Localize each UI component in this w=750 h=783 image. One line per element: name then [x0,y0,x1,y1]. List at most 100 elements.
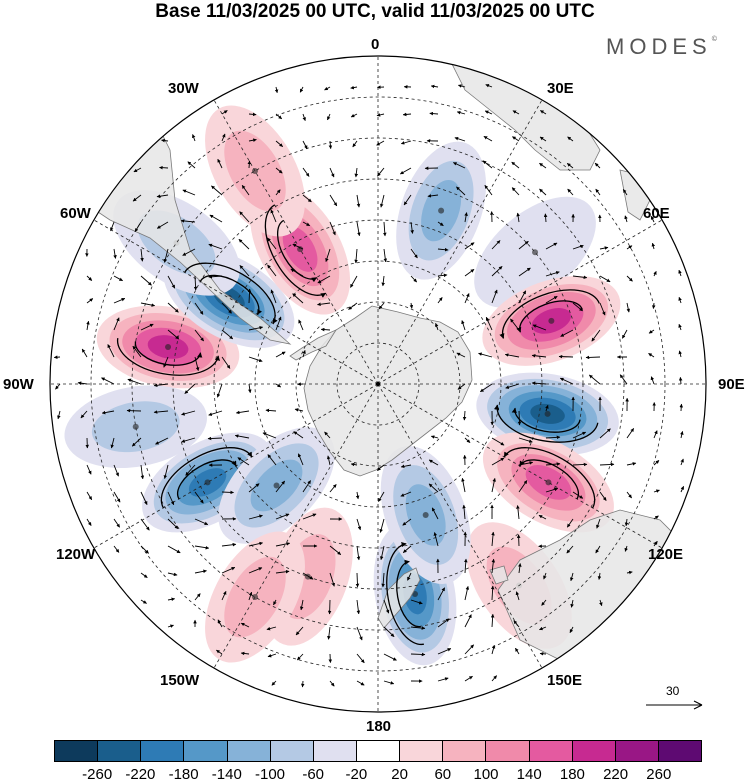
wind-vector [208,243,223,250]
wind-vector [518,437,533,443]
wind-vector [208,410,223,416]
wind-vector [275,542,291,547]
wind-vector [155,437,169,445]
wind-vector [599,428,611,439]
wind-vector [107,344,115,358]
wind-vector [193,275,198,291]
wind-vector [410,599,423,605]
wind-vector [559,377,574,385]
lon-label-0: 0 [371,36,380,53]
wind-vector [270,209,277,223]
wind-vector [326,455,331,466]
wind-vector [302,349,306,358]
wind-vector [490,613,495,628]
wind-vector [131,437,142,447]
streamline [516,300,583,333]
wind-vector [327,113,331,121]
wind-vector [430,84,439,89]
anomaly-center [545,479,552,486]
wind-vector [267,264,277,277]
wind-vector [437,587,446,601]
streamline [116,338,220,376]
polar-map [49,55,707,713]
wind-vector [302,480,311,493]
wind-vector [491,644,496,655]
wind-vector [194,356,200,371]
wind-vector [140,464,145,480]
streamline [264,204,327,298]
wind-vector [567,136,574,142]
wind-vector [275,480,286,493]
wind-vector [248,541,263,547]
wind-vector [163,464,169,479]
wind-vector [437,648,452,655]
wind-vector [429,111,439,116]
wind-vector [653,515,659,520]
wind-vector [217,619,223,628]
wind-vector [491,558,496,574]
wind-vector [512,136,520,142]
wind-vector [599,462,615,467]
wind-vector [485,84,493,88]
wind-vector [383,626,395,638]
meridian-line [213,99,379,385]
wind-vector [163,248,169,263]
positive-anomaly [482,432,614,533]
wind-vector [221,567,236,574]
brand-logo: MODES© [606,34,717,60]
wind-vector [410,221,414,234]
colorbar-swatch [486,741,530,761]
wind-vector [329,572,336,587]
wind-vector [560,329,574,337]
wind-vector [452,162,466,169]
wind-vector [57,410,61,420]
wind-vector [569,572,574,582]
wind-vector [376,113,385,117]
lon-label-90e: 90E [718,376,745,393]
wind-vector [381,572,385,588]
wind-vector [491,437,505,446]
wind-vector [402,112,412,117]
wind-vector [454,136,466,142]
wind-vector [248,383,252,394]
wind-vector [680,431,684,439]
wind-vector [302,140,308,150]
wind-vector [545,271,560,277]
wind-vector [101,377,115,385]
wind-vector [237,457,250,466]
wind-vector [348,302,358,310]
wind-vector [531,381,547,385]
wind-vector [86,320,90,331]
wind-vector [354,248,358,264]
wind-vector [543,213,548,223]
wind-vector [653,489,660,493]
colorbar-tick-label: 180 [559,766,585,783]
wind-vector [457,383,466,390]
wind-vector [140,572,148,578]
colorbar-tick-label: -260 [82,766,113,783]
wind-vector [650,376,655,385]
wind-vectors [53,84,685,688]
wind-vector [461,477,466,493]
wind-vector [653,270,657,277]
wind-vector [566,545,574,554]
wind-vector [140,275,152,286]
wind-vector [275,513,290,520]
wind-vector [325,248,331,262]
wind-vector [266,626,277,631]
colorbar-tick-label: -140 [211,766,242,783]
colorbar-swatch [572,741,616,761]
colorbar-swatch [658,741,702,761]
wind-vector [267,454,277,466]
anomaly-center [548,317,555,324]
wind-vector [159,165,169,170]
wind-vector [194,302,204,315]
wind-vector [299,599,304,611]
wind-vector [458,84,466,88]
wind-vector [516,505,520,520]
wind-vector [518,240,529,250]
wind-vector [194,518,209,526]
wind-vector [110,221,115,232]
wind-vector [456,352,466,358]
wind-vector [113,298,126,304]
